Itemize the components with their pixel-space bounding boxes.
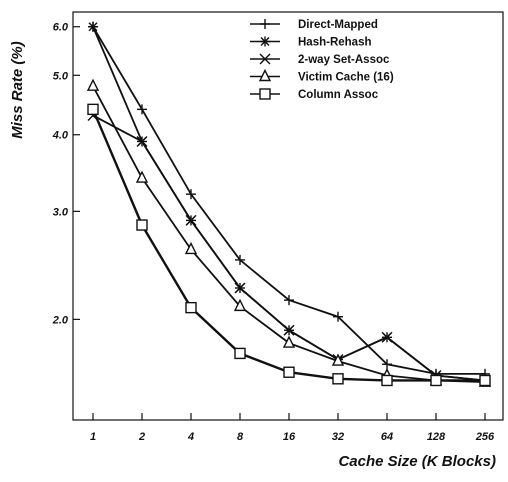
y-tick-label: 4.0 <box>52 130 69 142</box>
data-point <box>382 359 392 370</box>
legend-marker <box>259 88 271 100</box>
data-point <box>136 219 148 231</box>
data-point <box>233 298 247 312</box>
x-tick-label: 2 <box>138 431 145 443</box>
x-tick-label: 16 <box>283 431 296 443</box>
data-point <box>283 324 295 336</box>
data-point <box>86 78 100 91</box>
legend-label: 2-way Set-Assoc <box>298 54 390 66</box>
y-tick-label: 3.0 <box>53 206 69 218</box>
data-point <box>381 374 393 387</box>
data-point <box>186 189 196 200</box>
data-point <box>284 295 294 306</box>
data-point <box>332 373 344 385</box>
data-point <box>430 374 442 387</box>
data-point <box>88 21 98 32</box>
series-line <box>92 26 485 375</box>
legend-item: Hash-Rehash <box>250 36 372 49</box>
legend-marker <box>260 36 270 47</box>
x-tick-label: 128 <box>427 431 446 443</box>
legend-label: Hash-Rehash <box>298 37 372 49</box>
data-point <box>136 135 148 147</box>
data-point <box>185 214 197 226</box>
x-axis-title: Cache Size (K Blocks) <box>338 453 496 470</box>
data-point <box>331 353 345 366</box>
y-tick-label: 2.0 <box>52 314 69 326</box>
legend-label: Victim Cache (16) <box>298 72 394 84</box>
legend-item: Victim Cache (16) <box>250 68 394 84</box>
legend-marker <box>259 53 271 65</box>
x-axis-ticks: 1 2 4 8 16 32 64 128 256 <box>90 413 495 443</box>
x-tick-label: 8 <box>237 431 244 443</box>
data-point <box>87 103 99 116</box>
legend: Direct-Mapped Hash-Rehash 2-way Set-Assoc V… <box>250 19 394 101</box>
x-tick-label: 4 <box>187 431 194 443</box>
x-tick-label: 32 <box>332 431 344 443</box>
legend-item: 2-way Set-Assoc <box>250 53 390 66</box>
data-point <box>137 104 147 115</box>
data-point <box>381 331 393 343</box>
legend-marker <box>258 68 272 82</box>
x-tick-label: 256 <box>475 431 495 443</box>
y-axis-ticks: 2.0 3.0 4.0 5.0 6.0 <box>52 22 80 326</box>
y-tick-label: 6.0 <box>53 22 69 34</box>
data-point <box>185 301 197 314</box>
data-point <box>135 170 149 183</box>
data-point <box>184 241 198 255</box>
series-layer <box>86 21 492 387</box>
legend-label: Column Assoc <box>298 89 379 101</box>
data-point <box>333 311 343 322</box>
x-tick-label: 1 <box>90 431 96 443</box>
legend-item: Direct-Mapped <box>250 19 378 31</box>
y-axis-title: Miss Rate (%) <box>9 41 26 139</box>
x-tick-label: 64 <box>381 431 393 443</box>
data-point <box>235 254 245 265</box>
legend-marker <box>260 19 270 29</box>
data-point <box>234 282 246 294</box>
data-point <box>479 374 491 387</box>
legend-label: Direct-Mapped <box>298 19 378 31</box>
data-point <box>282 335 296 348</box>
y-tick-label: 5.0 <box>53 70 69 82</box>
series-square <box>87 103 491 387</box>
data-point <box>234 347 246 360</box>
plot-frame <box>72 11 504 421</box>
series-triangle <box>86 78 492 387</box>
legend-item: Column Assoc <box>250 88 379 101</box>
data-point <box>283 366 295 378</box>
